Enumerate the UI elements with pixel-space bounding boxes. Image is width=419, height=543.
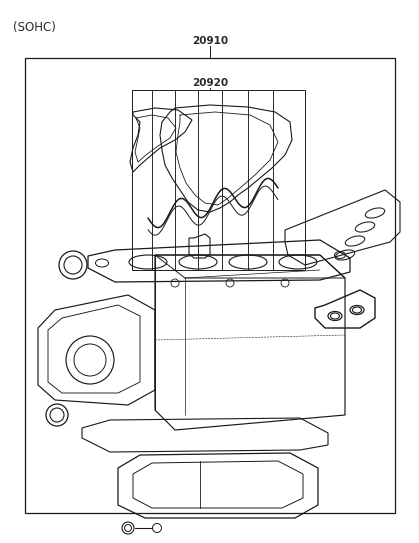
Text: (SOHC): (SOHC) (13, 21, 56, 34)
Text: 20910: 20910 (192, 36, 228, 46)
Bar (25, 58, 395, 513)
Bar (132, 90, 305, 270)
Text: 20920: 20920 (192, 78, 228, 88)
